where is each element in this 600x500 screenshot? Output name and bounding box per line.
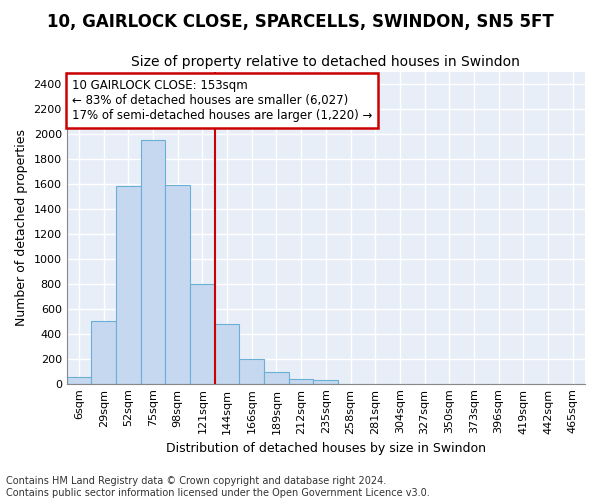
Bar [313,380,338,384]
Bar [166,185,190,384]
Bar [289,378,313,384]
Bar [67,378,91,384]
Bar [190,284,215,384]
Bar [91,322,116,384]
Bar [264,372,289,384]
Bar [215,324,239,384]
Bar [116,186,141,384]
Text: 10, GAIRLOCK CLOSE, SPARCELLS, SWINDON, SN5 5FT: 10, GAIRLOCK CLOSE, SPARCELLS, SWINDON, … [47,12,553,30]
X-axis label: Distribution of detached houses by size in Swindon: Distribution of detached houses by size … [166,442,486,455]
Text: Contains HM Land Registry data © Crown copyright and database right 2024.
Contai: Contains HM Land Registry data © Crown c… [6,476,430,498]
Bar [141,140,166,384]
Text: 10 GAIRLOCK CLOSE: 153sqm
← 83% of detached houses are smaller (6,027)
17% of se: 10 GAIRLOCK CLOSE: 153sqm ← 83% of detac… [72,80,372,122]
Title: Size of property relative to detached houses in Swindon: Size of property relative to detached ho… [131,55,520,69]
Bar [239,358,264,384]
Y-axis label: Number of detached properties: Number of detached properties [15,129,28,326]
